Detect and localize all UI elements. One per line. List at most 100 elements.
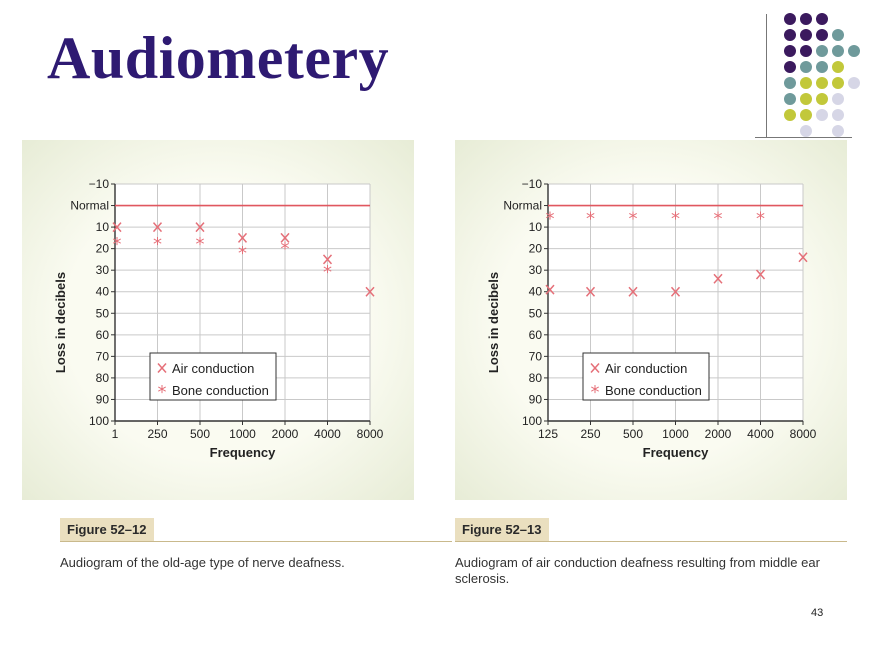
x-tick-label: 2000 <box>705 427 732 441</box>
bone-conduction-point: * <box>586 208 595 229</box>
decor-dot <box>800 61 812 73</box>
legend-label: Bone conduction <box>172 383 269 398</box>
legend-air-conduction-marker <box>157 363 167 373</box>
y-tick-label: 70 <box>96 349 110 363</box>
marker-stroke <box>112 222 122 233</box>
x-tick-label: 1000 <box>662 427 689 441</box>
figure-heading-52-12: Figure 52–12 <box>60 518 452 542</box>
marker-stroke <box>545 284 555 295</box>
marker-stroke <box>755 269 766 280</box>
figure-heading-52-13: Figure 52–13 <box>455 518 847 542</box>
y-tick-label: 100 <box>89 414 109 428</box>
air-conduction-point <box>545 284 555 295</box>
decor-dot <box>784 77 796 89</box>
y-tick-label: Normal <box>503 199 542 213</box>
decor-dot <box>800 109 812 121</box>
decor-dot <box>816 13 828 25</box>
air-conduction-point <box>237 232 248 243</box>
y-tick-label: 40 <box>529 285 543 299</box>
decor-dot <box>784 45 796 57</box>
bone-conduction-point: * <box>714 208 723 229</box>
decor-dot <box>800 13 812 25</box>
bone-conduction-point: * <box>113 234 122 255</box>
marker-stroke <box>585 286 596 297</box>
marker-stroke <box>365 286 375 297</box>
y-tick-label: 50 <box>96 306 110 320</box>
air-conduction-point <box>755 269 766 280</box>
decor-dot <box>832 45 844 57</box>
y-tick-label: −10 <box>89 177 110 191</box>
marker-stroke <box>152 222 163 233</box>
decor-dot <box>800 77 812 89</box>
marker-stroke <box>713 273 723 284</box>
y-tick-label: 80 <box>529 371 543 385</box>
x-tick-label: 4000 <box>747 427 774 441</box>
marker-stroke <box>798 252 808 263</box>
x-tick-label: 250 <box>147 427 167 441</box>
decor-dot <box>816 109 828 121</box>
marker-stroke <box>157 363 167 373</box>
bone-conduction-point: * <box>238 243 247 264</box>
legend-bone-conduction-marker: * <box>158 382 167 403</box>
y-tick-label: 30 <box>96 263 110 277</box>
air-conduction-point <box>365 286 375 297</box>
decor-dot <box>800 29 812 41</box>
page-number: 43 <box>811 607 824 619</box>
y-axis-label: Loss in decibels <box>53 272 68 373</box>
bone-conduction-point: * <box>196 234 205 255</box>
legend-box <box>582 352 710 401</box>
y-tick-label: 90 <box>96 392 110 406</box>
decor-dot <box>784 29 796 41</box>
air-conduction-point <box>585 286 596 297</box>
y-tick-label: 40 <box>96 285 110 299</box>
x-axis-label: Frequency <box>643 445 710 460</box>
marker-stroke <box>670 286 681 297</box>
y-tick-label: 20 <box>529 242 543 256</box>
x-tick-label: 4000 <box>314 427 341 441</box>
decor-dot <box>784 61 796 73</box>
decor-dot <box>832 61 844 73</box>
y-tick-label: 60 <box>96 328 110 342</box>
y-tick-label: 70 <box>529 349 543 363</box>
bone-conduction-point: * <box>756 208 765 229</box>
decor-dot <box>800 93 812 105</box>
legend-label: Air conduction <box>605 361 687 376</box>
air-conduction-point <box>798 252 808 263</box>
decor-dot <box>816 45 828 57</box>
decor-dot <box>832 29 844 41</box>
marker-stroke <box>590 363 600 373</box>
legend-label: Bone conduction <box>605 383 702 398</box>
air-conduction-point <box>713 273 723 284</box>
x-tick-label: 8000 <box>790 427 817 441</box>
air-conduction-point <box>112 222 122 233</box>
figure-label: Figure 52–12 <box>60 518 154 542</box>
y-tick-label: 10 <box>529 220 543 234</box>
bone-conduction-point: * <box>671 208 680 229</box>
y-tick-label: 50 <box>529 306 543 320</box>
x-tick-label: 2000 <box>272 427 299 441</box>
air-conduction-point <box>195 222 205 233</box>
marker-stroke <box>322 254 333 265</box>
air-conduction-point <box>670 286 681 297</box>
decor-dot <box>784 93 796 105</box>
y-tick-label: 80 <box>96 371 110 385</box>
x-tick-label: 500 <box>623 427 643 441</box>
legend-air-conduction-marker <box>590 363 600 373</box>
decor-dot <box>800 45 812 57</box>
decor-dot <box>816 77 828 89</box>
decor-vertical-line <box>766 14 767 138</box>
figure-caption-52-12: Audiogram of the old-age type of nerve d… <box>60 555 345 570</box>
air-conduction-point <box>628 286 638 297</box>
bone-conduction-point: * <box>629 208 638 229</box>
y-tick-label: 90 <box>529 392 543 406</box>
decor-dot <box>800 125 812 137</box>
decor-dot <box>816 61 828 73</box>
slide-title: Audiometery <box>47 25 390 91</box>
air-conduction-point <box>280 232 290 243</box>
decor-dot <box>816 93 828 105</box>
decor-dot <box>832 77 844 89</box>
audiogram-panel-air-conduction-deafness: −10 Normal 10 20 30 40 50 60 70 80 90 100 125 250 500 1… <box>455 140 847 500</box>
x-tick-label: 1 <box>112 427 119 441</box>
